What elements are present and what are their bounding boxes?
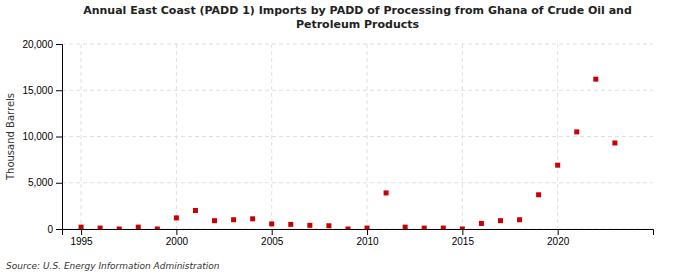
grid-line [176,44,177,229]
grid-line [62,90,653,91]
tick-label: 5,000 [28,177,53,188]
tick: 20,000 [22,39,62,50]
point [79,225,84,229]
point [174,215,179,220]
grid-line [62,136,653,137]
point [345,227,350,230]
tick: 2005 [261,229,284,247]
tick-label: 2015 [452,236,475,247]
tick: 10,000 [22,131,62,142]
x-axis: 1995 2000 2005 2010 2015 2020 [63,229,654,247]
point [98,226,103,229]
point [269,221,274,226]
title: Annual East Coast (PADD 1) Imports by PA… [83,4,632,31]
tick-mark [558,229,559,235]
grid-line [557,44,558,229]
tick: 15,000 [22,85,62,96]
tick: 2015 [452,229,475,247]
tick: 2000 [166,229,189,247]
tick-mark [56,229,62,230]
grid-line [62,182,653,183]
tick-mark [56,90,62,91]
chart: 1995 2000 2005 2010 2015 2020 0 5,000 10,000 15,0… [0,0,675,275]
points [79,77,618,229]
point [307,223,312,228]
point [212,218,217,223]
tick-label: 0 [47,224,53,235]
tick-label: 10,000 [22,131,53,142]
point [250,216,255,221]
plot-area: 1995 2000 2005 2010 2015 2020 0 5,000 10,000 15,0… [22,39,653,247]
point [441,226,446,229]
tick-label: 15,000 [22,85,53,96]
grid-line [367,44,368,229]
tick: 5,000 [28,177,62,188]
point [422,226,427,229]
tick-mark [56,137,62,138]
point [460,227,465,230]
tick-label: 2010 [356,236,379,247]
point [384,190,389,195]
point [231,217,236,222]
point [612,140,617,145]
tick-mark [462,229,463,235]
point [117,227,122,230]
tick: 1995 [70,229,93,247]
point [193,208,198,213]
tick-label: 2000 [166,236,189,247]
tick-label: 20,000 [22,39,53,50]
axis-line [56,45,63,230]
grid-line [271,44,272,229]
tick-mark [367,229,368,235]
tick: 0 [47,224,62,235]
tick-mark [81,229,82,235]
tick-label: 2020 [547,236,570,247]
y-axis: 0 5,000 10,000 15,000 20,000 [22,39,62,235]
point [326,223,331,228]
grid-line [462,44,463,229]
point [288,222,293,227]
y-axis-title: Thousand Barrels [5,93,16,181]
point [536,192,541,197]
point [365,226,370,229]
tick: 2010 [356,229,379,247]
point [136,225,141,229]
point [403,225,408,229]
point [574,129,579,134]
tick-mark [56,183,62,184]
point [155,227,160,230]
tick-label: 1995 [70,236,93,247]
tick: 2020 [547,229,570,247]
point [479,221,484,226]
source-note: Source: U.S. Energy Information Administ… [6,261,220,271]
grid-line [62,44,653,45]
point [555,163,560,168]
point [517,217,522,222]
point [593,77,598,82]
point [498,218,503,223]
tick-mark [272,229,273,235]
grid [62,44,653,229]
tick-mark [56,44,62,45]
tick-mark [176,229,177,235]
grid-line [81,44,82,229]
tick-label: 2005 [261,236,284,247]
axis-line [63,230,654,236]
